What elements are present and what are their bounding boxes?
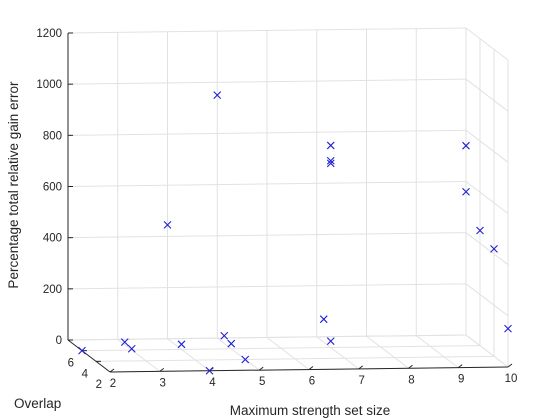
x-tick-mark xyxy=(457,364,463,369)
z-tick-label: 200 xyxy=(43,284,62,296)
grid-line xyxy=(167,338,210,372)
grid-line xyxy=(67,78,467,85)
data-point xyxy=(476,226,484,235)
grid-line xyxy=(95,355,495,362)
z-tick-label: 600 xyxy=(43,182,62,194)
grid-line xyxy=(81,345,481,352)
x-tick-mark xyxy=(258,366,264,371)
grid-line xyxy=(465,78,509,112)
x-tick-mark xyxy=(308,366,314,370)
data-point xyxy=(227,339,236,348)
axis-layer xyxy=(67,32,513,373)
y-tick-label: 2 xyxy=(96,379,102,391)
x-tick-label: 6 xyxy=(309,376,315,388)
data-point xyxy=(220,331,229,340)
data-point xyxy=(163,221,172,229)
data-point xyxy=(213,91,222,99)
data-points xyxy=(78,91,512,375)
data-point xyxy=(127,344,136,353)
grid-line xyxy=(67,129,467,136)
y-axis-label: Overlap xyxy=(14,396,61,411)
z-tick-label: 1000 xyxy=(36,79,62,91)
data-point xyxy=(326,159,335,168)
y-tick-label: 4 xyxy=(82,368,89,380)
grid-line xyxy=(67,232,467,239)
y-axis-line xyxy=(67,339,111,373)
data-point xyxy=(78,346,86,355)
x-tick-mark xyxy=(358,365,364,370)
x-axis-label: Maximum strength set size xyxy=(230,403,391,418)
data-point xyxy=(120,338,129,347)
grid-line xyxy=(465,232,509,266)
x-tick-mark xyxy=(507,363,513,368)
data-point xyxy=(205,366,214,375)
data-point xyxy=(462,187,470,196)
grid-line xyxy=(415,335,459,369)
x-tick-label: 2 xyxy=(110,378,116,390)
grid-line xyxy=(366,335,409,369)
x-tick-label: 9 xyxy=(458,374,464,386)
x-tick-label: 10 xyxy=(505,373,518,385)
data-point xyxy=(462,141,470,150)
grid-line xyxy=(67,283,467,290)
grid-line xyxy=(316,336,360,370)
data-point xyxy=(177,340,186,349)
z-tick-label: 400 xyxy=(43,233,62,245)
x-tick-label: 4 xyxy=(209,377,216,389)
grid-line xyxy=(465,334,509,368)
data-point xyxy=(490,244,498,253)
z-axis-label: Percentage total relative gain error xyxy=(6,81,21,289)
grid-line xyxy=(465,27,509,61)
x-tick-label: 8 xyxy=(408,374,414,386)
z-tick-label: 0 xyxy=(56,335,62,347)
data-point xyxy=(319,315,328,324)
grid-line xyxy=(216,337,260,371)
x-tick-mark xyxy=(159,367,165,372)
z-tick-label: 800 xyxy=(43,130,62,142)
x-tick-label: 7 xyxy=(359,375,365,387)
data-point xyxy=(326,141,335,150)
data-point xyxy=(241,355,250,364)
grid-line xyxy=(67,181,467,187)
grid-line xyxy=(266,337,310,370)
x-tick-label: 5 xyxy=(259,376,265,388)
grid-line xyxy=(465,129,509,163)
grid-line xyxy=(117,338,161,372)
x-tick-label: 3 xyxy=(160,377,166,389)
grid-layer xyxy=(67,27,509,373)
grid-line xyxy=(465,181,509,214)
data-point xyxy=(326,337,335,346)
y-tick-label: 6 xyxy=(68,358,74,370)
z-tick-label: 1200 xyxy=(36,28,62,40)
grid-line xyxy=(67,27,467,34)
x-tick-mark xyxy=(408,364,413,369)
data-point xyxy=(504,324,512,333)
grid-line xyxy=(465,283,509,317)
data-point xyxy=(326,156,335,165)
grid-line xyxy=(67,334,467,341)
